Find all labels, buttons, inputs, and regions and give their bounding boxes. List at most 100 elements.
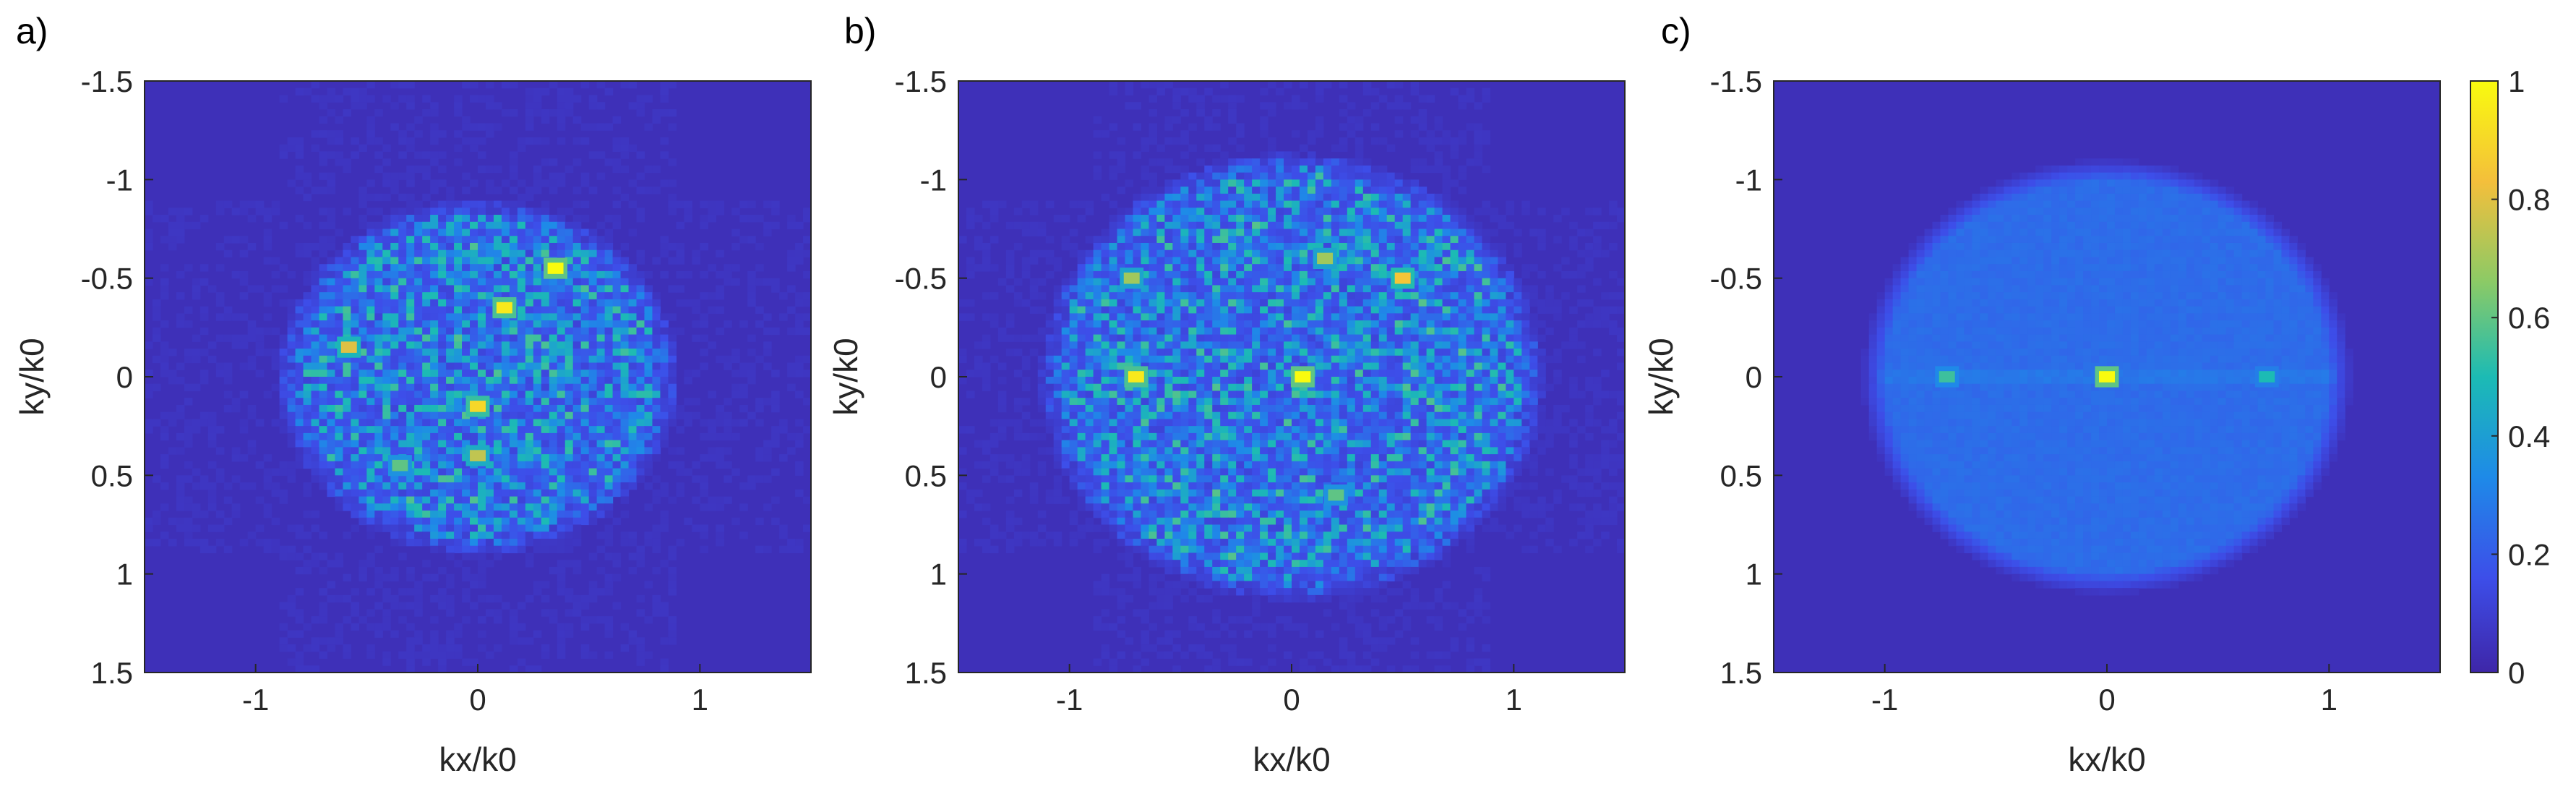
heatmap-cell: [359, 566, 367, 575]
heatmap-cell: [1156, 200, 1165, 208]
heatmap-cell: [1482, 249, 1491, 258]
heatmap-cell: [414, 236, 423, 244]
heatmap-cell: [1204, 187, 1213, 195]
heatmap-cell: [1276, 172, 1284, 180]
heatmap-cell: [1299, 313, 1308, 321]
heatmap-cell: [636, 658, 645, 666]
heatmap-cell: [319, 454, 328, 462]
heatmap-cell: [803, 299, 812, 307]
heatmap-cell: [596, 475, 606, 483]
heatmap-cell: [533, 482, 542, 490]
heatmap-cell: [533, 334, 542, 342]
heatmap-cell: [588, 390, 598, 398]
heatmap-cell: [390, 440, 399, 448]
heatmap-cell: [374, 426, 383, 434]
heatmap-cell: [1331, 313, 1340, 321]
heatmap-cell: [1347, 249, 1356, 258]
heatmap-cell: [438, 482, 447, 490]
heatmap-cell: [295, 137, 304, 145]
heatmap-cell: [366, 137, 375, 145]
heatmap-cell: [311, 242, 320, 251]
heatmap-cell: [1362, 193, 1372, 202]
heatmap-cell: [525, 270, 534, 279]
heatmap-cell: [295, 362, 304, 370]
heatmap-cell: [231, 454, 241, 462]
heatmap-cell: [406, 179, 415, 187]
heatmap-cell: [1292, 306, 1300, 314]
heatmap-cell: [549, 390, 558, 398]
heatmap-cell: [382, 588, 391, 596]
heatmap-cell: [1117, 137, 1126, 145]
heatmap-cell: [406, 390, 415, 398]
heatmap-cell: [1354, 179, 1364, 187]
heatmap-cell: [295, 349, 304, 357]
heatmap-cell: [176, 229, 185, 236]
heatmap-cell: [1276, 151, 1284, 159]
heatmap-cell: [1005, 313, 1015, 321]
heatmap-cell: [390, 602, 399, 610]
heatmap-cell: [612, 419, 622, 427]
heatmap-cell: [493, 327, 502, 336]
heatmap-cell: [438, 377, 447, 385]
heatmap-cell: [303, 320, 312, 328]
heatmap-cell: [1354, 151, 1364, 159]
heatmap-cell: [501, 440, 510, 448]
heatmap-cell: [414, 215, 423, 223]
heatmap-cell: [1005, 264, 1015, 272]
heatmap-cell: [533, 242, 542, 251]
heatmap-cell: [1180, 292, 1189, 300]
heatmap-cell: [176, 524, 185, 532]
heatmap-cell: [160, 411, 169, 420]
heatmap-cell: [351, 257, 359, 265]
heatmap-cell: [612, 461, 622, 469]
heatmap-cell: [414, 130, 423, 138]
heatmap-cell: [549, 511, 558, 518]
heatmap-cell: [1331, 200, 1340, 208]
heatmap-cell: [1292, 229, 1300, 236]
heatmap-cell: [1498, 270, 1506, 279]
heatmap-cell: [454, 299, 463, 307]
heatmap-cell: [493, 482, 502, 490]
heatmap-cell: [501, 334, 510, 342]
heatmap-cell: [525, 334, 534, 342]
heatmap-cell: [327, 130, 336, 138]
heatmap-cell: [1331, 187, 1340, 195]
heatmap-cell: [1228, 179, 1237, 187]
heatmap-cell: [724, 432, 732, 441]
heatmap-cell: [604, 440, 614, 448]
heatmap-cell: [351, 398, 359, 406]
heatmap-cell: [485, 468, 494, 476]
heatmap-cell: [700, 532, 708, 539]
heatmap-cell: [446, 264, 455, 272]
heatmap-cell: [1164, 278, 1173, 286]
heatmap-cell: [1490, 215, 1498, 223]
heatmap-cell: [390, 432, 399, 441]
heatmap-cell: [1458, 313, 1467, 321]
heatmap-cell: [620, 144, 630, 152]
heatmap-cell: [414, 116, 423, 124]
heatmap-cell: [684, 377, 692, 385]
heatmap-cell: [1252, 200, 1261, 208]
heatmap-cell: [1188, 87, 1197, 96]
heatmap-cell: [1109, 306, 1118, 314]
heatmap-cell: [374, 334, 383, 342]
heatmap-cell: [303, 419, 312, 427]
heatmap-cell: [462, 496, 471, 504]
heatmap-cell: [1292, 158, 1300, 166]
heatmap-cell: [343, 264, 351, 272]
heatmap-cell: [660, 87, 669, 96]
heatmap-cell: [1125, 179, 1134, 187]
heatmap-cell: [588, 461, 598, 469]
heatmap-cell: [1252, 236, 1261, 244]
heatmap-cell: [708, 496, 716, 504]
heatmap-cell: [1315, 229, 1324, 236]
x-ticks-a: -1 0 1: [242, 664, 708, 717]
heatmap-cell: [343, 454, 351, 462]
heatmap-cell: [604, 461, 614, 469]
heatmap-cell: [1220, 249, 1229, 258]
heatmap-cell: [803, 355, 812, 364]
heatmap-cell: [700, 475, 708, 483]
heatmap-cell: [335, 229, 344, 236]
heatmap-cell: [319, 390, 328, 398]
heatmap-cell: [406, 123, 415, 131]
